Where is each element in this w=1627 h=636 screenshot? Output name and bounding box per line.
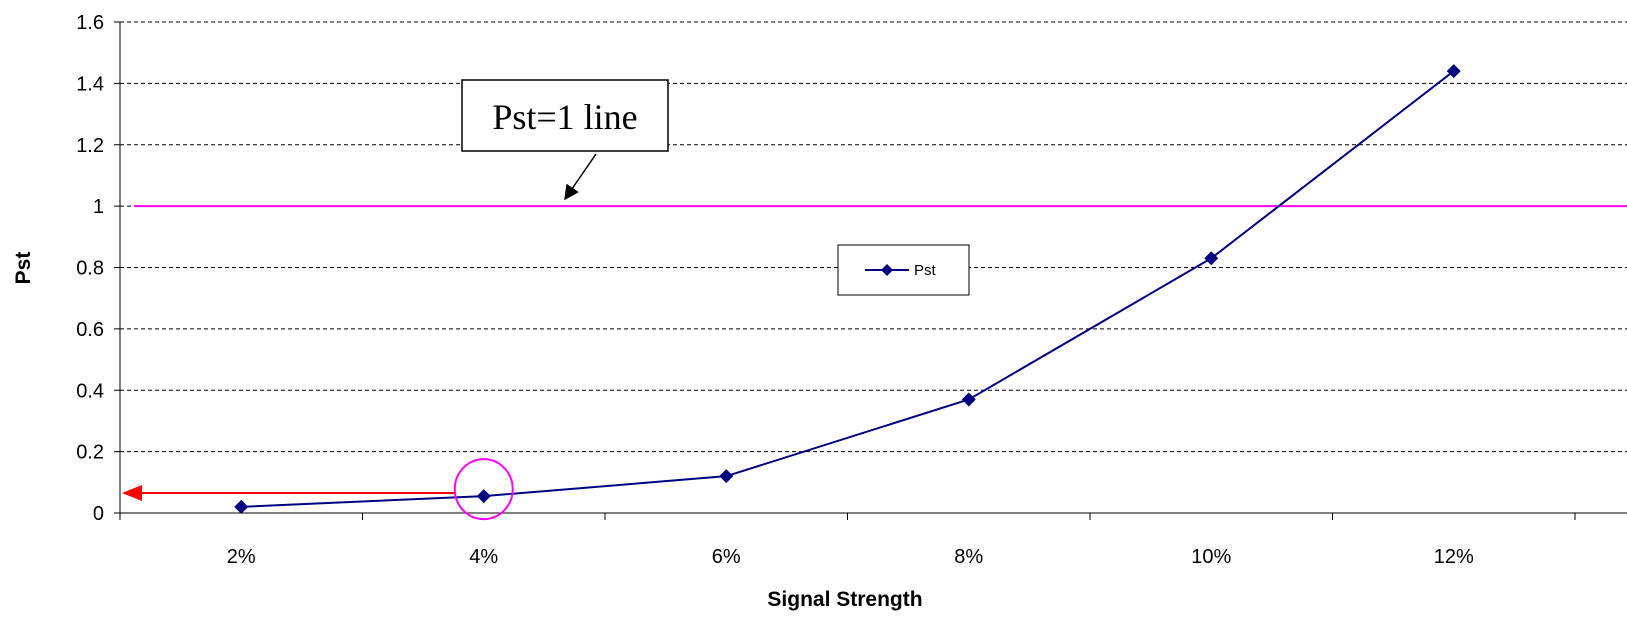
data-point-2% [234, 499, 249, 514]
legend-marker-swatch [881, 264, 893, 276]
y-tick-label: 0 [93, 503, 104, 525]
y-tick-label: 0.6 [76, 319, 104, 341]
data-point-8% [961, 392, 976, 407]
x-tick-label: 10% [1191, 546, 1231, 568]
x-tick-labels: 2% 4% 6% 8% 10% 12% [227, 546, 1474, 568]
y-tick-label: 0.4 [76, 380, 104, 402]
data-point-12% [1446, 64, 1461, 79]
y-tick-label: 0.2 [76, 442, 104, 464]
y-tick-label: 1.4 [76, 73, 104, 95]
series-line-pst [241, 70, 1455, 508]
callout-label: Pst=1 line [492, 97, 637, 137]
gridlines [120, 21, 1627, 453]
axes [114, 21, 1627, 520]
y-axis-title: Pst [12, 252, 35, 285]
x-tick-label: 2% [227, 546, 256, 568]
data-markers [234, 64, 1461, 514]
x-tick-label: 12% [1434, 546, 1474, 568]
data-point-4% [476, 489, 491, 504]
value-arrow [122, 485, 455, 502]
callout: Pst=1 line [461, 79, 669, 201]
data-point-6% [719, 469, 734, 484]
data-point-10% [1204, 251, 1219, 266]
x-tick-label: 6% [712, 546, 741, 568]
y-tick-label: 1.2 [76, 135, 104, 157]
y-tick-label: 1.6 [76, 12, 104, 34]
y-tick-label: 0.8 [76, 258, 104, 280]
x-tick-label: 8% [954, 546, 983, 568]
y-tick-label: 1 [93, 196, 104, 218]
y-tick-labels: 0 0.2 0.4 0.6 0.8 1 1.2 1.4 1.6 [76, 12, 104, 525]
highlight-circle [453, 458, 514, 521]
callout-box [461, 79, 669, 152]
x-axis-title: Signal Strength [767, 588, 922, 611]
callout-arrow [564, 153, 597, 201]
x-tick-label: 4% [469, 546, 498, 568]
legend: Pst [837, 244, 970, 296]
legend-entry-label: Pst [914, 262, 937, 279]
